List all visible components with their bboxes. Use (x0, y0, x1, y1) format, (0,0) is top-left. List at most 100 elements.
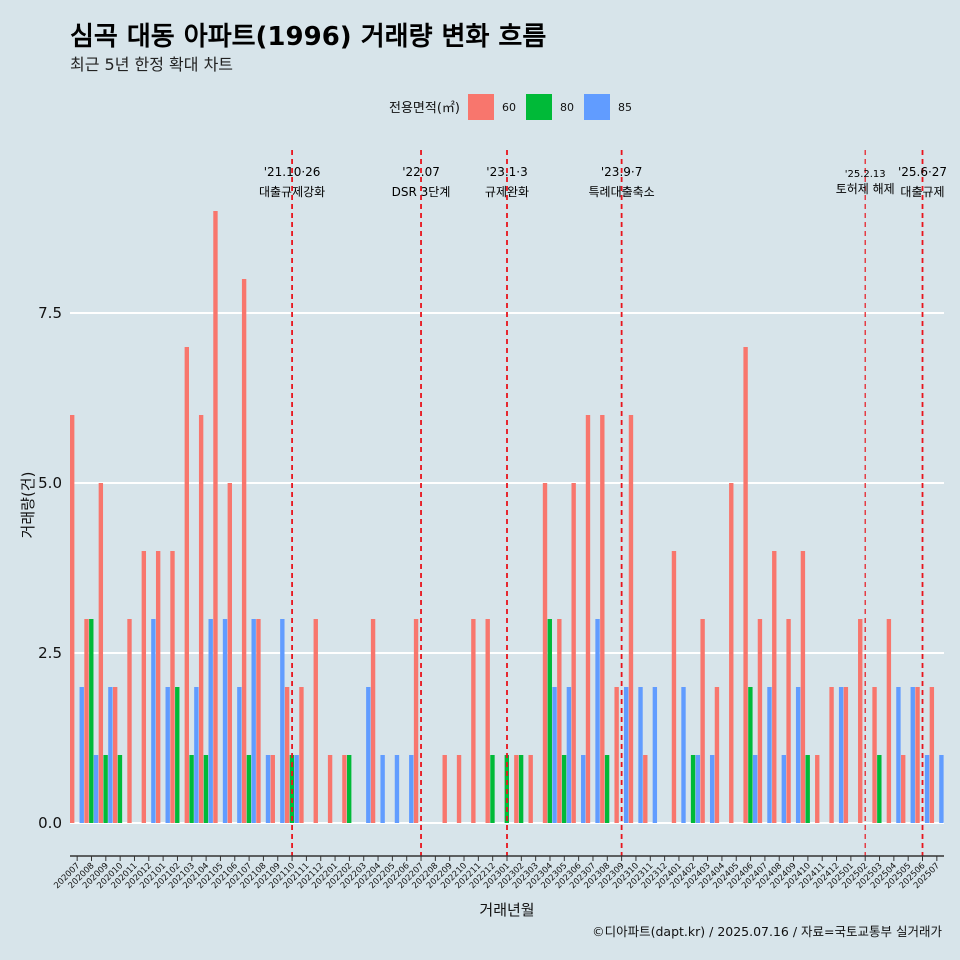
bar-60-202201 (327, 755, 333, 823)
bar-60-202010 (112, 687, 118, 823)
bar-85-202105 (222, 619, 228, 823)
annotation-lines (291, 150, 924, 856)
bar-60-202112 (313, 619, 318, 823)
annotation-date: '23.1·3 (486, 165, 527, 179)
legend-label-60: 60 (502, 101, 516, 114)
bar-85-202306 (581, 755, 586, 823)
bar-85-202309 (624, 687, 629, 823)
bar-60-202409 (786, 619, 791, 823)
bar-60-202307 (585, 415, 591, 823)
annotation-label: 토허제 해제 (836, 182, 895, 196)
bar-80-202406 (748, 687, 753, 823)
bar-85-202204 (380, 755, 385, 823)
bar-85-202109 (280, 619, 285, 823)
bar-60-202204 (370, 619, 376, 823)
bar-60-202101 (155, 551, 161, 823)
bar-85-202402 (695, 755, 701, 823)
caption: ©디아파트(dapt.kr) / 2025.07.16 / 자료=국토교통부 실… (592, 924, 942, 939)
bar-85-202206 (409, 755, 414, 823)
bar-80-202010 (117, 755, 123, 823)
bar-60-202507 (929, 687, 935, 823)
bar-85-202106 (237, 687, 242, 823)
y-tick-label: 7.5 (38, 304, 62, 322)
x-axis-title: 거래년월 (479, 901, 534, 919)
bar-60-202401 (671, 551, 677, 823)
bar-60-202103 (184, 347, 189, 823)
bar-60-202404 (714, 687, 720, 823)
bar-85-202007 (79, 687, 84, 823)
bar-85-202408 (781, 755, 786, 823)
y-axis: 0.0 2.5 5.0 7.5 (38, 304, 62, 832)
legend-swatch-85 (584, 94, 610, 120)
bar-60-202011 (127, 619, 132, 823)
bar-85-202009 (108, 687, 113, 823)
y-tick-label: 0.0 (38, 814, 62, 832)
bar-85-202305 (566, 687, 572, 823)
bar-85-202108 (265, 755, 271, 823)
bar-85-202012 (151, 619, 156, 823)
bar-60-202408 (772, 551, 777, 823)
bar-60-202105 (213, 211, 218, 823)
bar-60-202412 (829, 687, 834, 823)
bar-85-202406 (752, 755, 758, 823)
bar-60-202110 (284, 687, 290, 823)
legend: 전용면적(㎡) 60 80 85 (389, 94, 632, 120)
annotation-label: 대출규제강화 (259, 185, 325, 199)
annotation-date: '22.07 (402, 165, 440, 179)
bar-60-202008 (84, 619, 89, 823)
bar-60-202304 (542, 483, 548, 823)
annotation-date: '23.9·7 (601, 165, 642, 179)
bar-80-202102 (175, 687, 180, 823)
annotation-date: '21.10·26 (264, 165, 321, 179)
bar-60-202108 (256, 619, 261, 823)
bar-80-202009 (103, 755, 108, 823)
bar-60-202410 (800, 551, 806, 823)
bar-60-202102 (170, 551, 175, 823)
bar-60-202306 (571, 483, 576, 823)
bar-80-202410 (805, 755, 810, 823)
y-axis-title: 거래량(건) (19, 472, 37, 539)
y-tick-label: 5.0 (38, 474, 62, 492)
bar-60-202210 (456, 755, 462, 823)
bar-85-202304 (552, 687, 557, 823)
bar-85-202409 (795, 687, 801, 823)
bar-80-202202 (347, 755, 352, 823)
bar-60-202311 (643, 755, 648, 823)
legend-label-85: 85 (618, 101, 632, 114)
bars (70, 211, 944, 823)
bar-80-202103 (189, 755, 194, 823)
annotation-label: 대출규제 (900, 185, 944, 199)
y-tick-label: 2.5 (38, 644, 62, 662)
bar-60-202411 (815, 755, 820, 823)
bar-85-202101 (165, 687, 170, 823)
bar-60-202209 (442, 755, 447, 823)
bar-80-202305 (561, 755, 567, 823)
chart-subtitle: 최근 5년 한정 확대 차트 (70, 55, 233, 74)
bar-85-202310 (638, 687, 643, 823)
legend-swatch-80 (526, 94, 552, 120)
bar-85-202103 (194, 687, 199, 823)
bar-80-202104 (203, 755, 209, 823)
bar-60-202305 (557, 619, 562, 823)
bar-60-202107 (241, 279, 247, 823)
legend-label-80: 80 (560, 101, 574, 114)
bar-80-202402 (690, 755, 696, 823)
bar-85-202506 (924, 755, 930, 823)
bar-85-202407 (767, 687, 772, 823)
bar-60-202506 (915, 687, 920, 823)
legend-title: 전용면적(㎡) (389, 101, 460, 116)
bar-60-202202 (342, 755, 347, 823)
bar-80-202212 (490, 755, 495, 823)
chart-title: 심곡 대동 아파트(1996) 거래량 변화 흐름 (70, 22, 546, 52)
bar-80-202503 (877, 755, 882, 823)
bar-80-202308 (604, 755, 610, 823)
bar-60-202212 (485, 619, 490, 823)
bar-85-202507 (939, 755, 944, 823)
bar-60-202007 (70, 415, 75, 823)
bar-60-202310 (628, 415, 634, 823)
bar-60-202407 (757, 619, 763, 823)
bar-60-202109 (270, 755, 275, 823)
bar-60-202106 (227, 483, 232, 823)
bar-60-202104 (198, 415, 204, 823)
